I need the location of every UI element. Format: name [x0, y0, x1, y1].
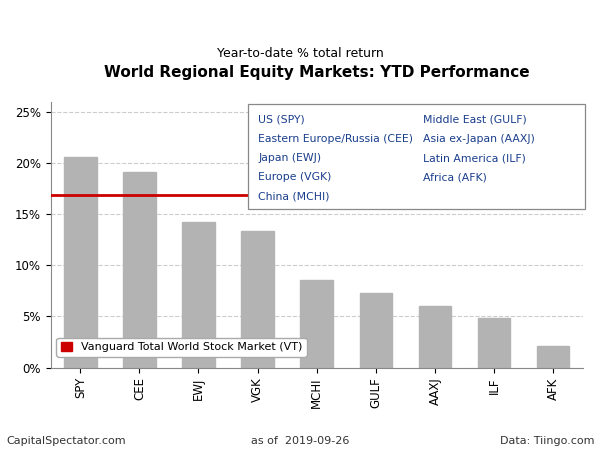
- Text: Africa (AFK): Africa (AFK): [423, 172, 487, 182]
- Bar: [123, 172, 155, 368]
- Bar: [241, 231, 274, 368]
- Text: Eastern Europe/Russia (CEE): Eastern Europe/Russia (CEE): [258, 134, 413, 144]
- Title: World Regional Equity Markets: YTD Performance: World Regional Equity Markets: YTD Perfo…: [104, 64, 530, 80]
- Text: China (MCHI): China (MCHI): [258, 191, 329, 201]
- Bar: [301, 279, 333, 368]
- Text: US (SPY): US (SPY): [258, 115, 305, 125]
- Text: Middle East (GULF): Middle East (GULF): [423, 115, 527, 125]
- Text: as of  2019-09-26: as of 2019-09-26: [251, 436, 349, 446]
- Legend: Vanguard Total World Stock Market (VT): Vanguard Total World Stock Market (VT): [56, 338, 307, 357]
- Bar: [64, 157, 97, 368]
- Bar: [248, 104, 586, 209]
- Text: Data: Tiingo.com: Data: Tiingo.com: [499, 436, 594, 446]
- Bar: [419, 306, 451, 368]
- Text: Japan (EWJ): Japan (EWJ): [258, 153, 322, 163]
- Text: Year-to-date % total return: Year-to-date % total return: [217, 47, 383, 60]
- Text: Asia ex-Japan (AAXJ): Asia ex-Japan (AAXJ): [423, 134, 535, 144]
- Bar: [537, 346, 569, 368]
- Bar: [478, 319, 510, 368]
- Bar: [359, 293, 392, 368]
- Text: Latin America (ILF): Latin America (ILF): [423, 153, 526, 163]
- Text: CapitalSpectator.com: CapitalSpectator.com: [6, 436, 125, 446]
- Text: Europe (VGK): Europe (VGK): [258, 172, 332, 182]
- Bar: [182, 222, 215, 368]
